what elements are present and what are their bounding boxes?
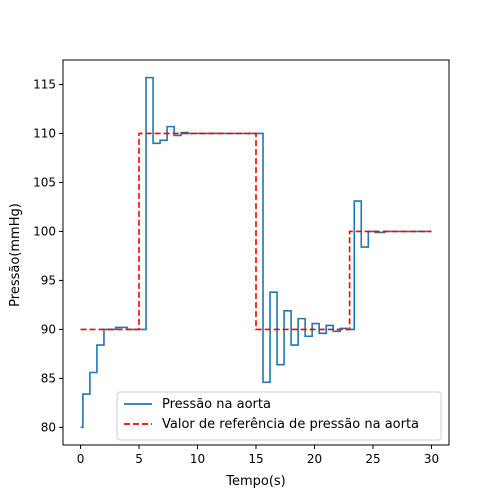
y-tick-label: 85 [41,371,56,385]
y-tick-label: 115 [33,77,56,91]
x-tick-label: 5 [135,452,143,466]
y-axis-label: Pressão(mmHg) [8,203,23,307]
series-line-aorta [80,76,432,429]
y-tick-label: 100 [33,224,56,238]
x-tick-label: 30 [424,452,439,466]
x-tick-label: 20 [307,452,322,466]
legend-box [116,391,442,441]
series-line-reference [80,132,432,331]
y-tick-label: 90 [41,322,56,336]
x-tick-label: 25 [365,452,380,466]
x-tick-label: 0 [77,452,85,466]
y-tick-label: 110 [33,126,56,140]
plot-area [80,76,432,429]
legend-label-aorta: Pressão na aorta [162,397,271,412]
y-tick-label: 80 [41,420,56,434]
legend: Pressão na aorta Valor de referência de … [116,391,442,441]
y-tick-label: 95 [41,273,56,287]
x-axis-label: Tempo(s) [225,474,286,489]
axes: 0 5 10 15 20 25 30 80 85 90 95 100 105 110 115 [33,59,450,466]
legend-label-reference: Valor de referência de pressão na aorta [162,417,419,432]
y-tick-label: 105 [33,175,56,189]
x-tick-label: 10 [190,452,205,466]
x-tick-label: 15 [248,452,263,466]
